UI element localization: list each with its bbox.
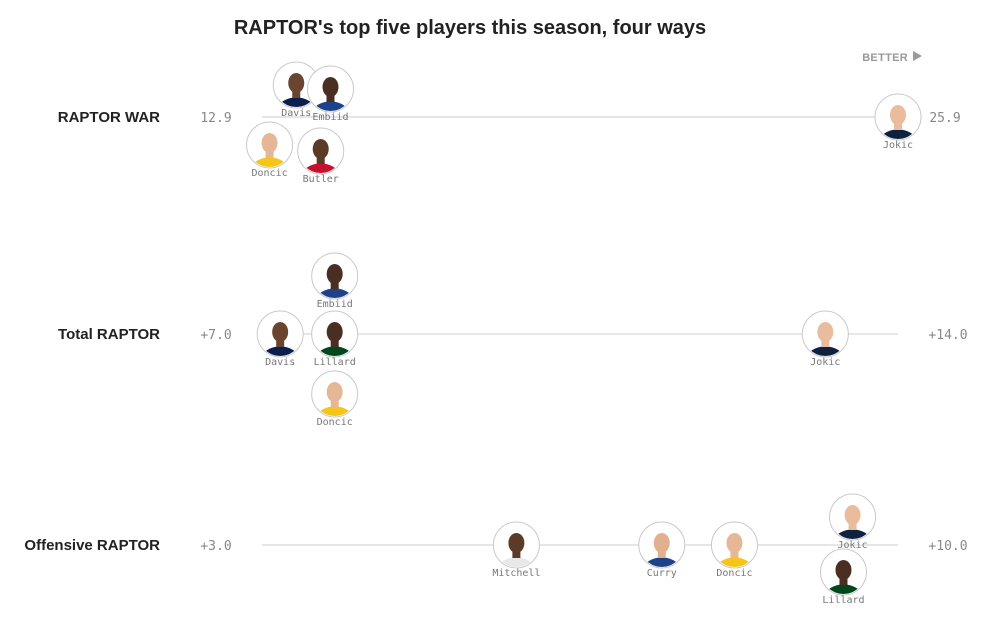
axis-min-label: +3.0 bbox=[200, 539, 231, 554]
player-avatar-icon bbox=[825, 560, 862, 594]
player-avatar-icon bbox=[316, 322, 354, 356]
player-avatar-icon bbox=[312, 77, 349, 111]
player-avatar-icon bbox=[834, 505, 871, 539]
player-name-label: Jokic bbox=[883, 140, 913, 151]
player-marker-lillard: Lillard bbox=[819, 548, 867, 606]
player-avatar-icon bbox=[498, 533, 535, 567]
axis-max-label: +14.0 bbox=[928, 328, 967, 343]
player-marker-davis: Davis bbox=[272, 61, 320, 119]
player-avatar-icon bbox=[879, 105, 917, 139]
row-offensive-raptor: Offensive RAPTOR +3.0 +10.0 Mitchell Curry Do… bbox=[24, 493, 968, 606]
player-name-label: Doncic bbox=[317, 417, 353, 428]
player-marker-jokic: Jokic bbox=[801, 310, 849, 368]
row-label: Total RAPTOR bbox=[58, 326, 160, 343]
player-name-label: Butler bbox=[303, 174, 339, 185]
player-marker-jokic: Jokic bbox=[874, 93, 922, 151]
player-name-label: Davis bbox=[265, 357, 295, 368]
better-arrow-icon bbox=[913, 51, 922, 61]
row-label: RAPTOR WAR bbox=[58, 109, 160, 126]
player-marker-doncic: Doncic bbox=[710, 521, 758, 579]
player-avatar-icon bbox=[251, 133, 288, 167]
player-avatar-icon bbox=[716, 533, 753, 567]
row-total-raptor: Total RAPTOR +7.0 +14.0 Embiid Davis Lillard D… bbox=[58, 252, 968, 428]
axis-max-label: +10.0 bbox=[928, 539, 967, 554]
better-label: BETTER bbox=[862, 52, 908, 64]
player-name-label: Jokic bbox=[838, 540, 868, 551]
player-avatar-icon bbox=[316, 264, 354, 298]
chart-title: RAPTOR's top five players this season, f… bbox=[234, 17, 706, 39]
player-marker-embiid: Embiid bbox=[311, 252, 359, 310]
axis-min-label: 12.9 bbox=[200, 111, 231, 126]
player-marker-mitchell: Mitchell bbox=[492, 521, 540, 579]
player-name-label: Mitchell bbox=[492, 568, 540, 579]
player-avatar-icon bbox=[302, 139, 340, 173]
row-label: Offensive RAPTOR bbox=[24, 537, 160, 554]
player-name-label: Embiid bbox=[312, 112, 348, 123]
player-marker-curry: Curry bbox=[638, 521, 686, 579]
row-raptor-war: RAPTOR WAR 12.9 25.9 Davis Embiid Doncic Butle… bbox=[58, 61, 961, 185]
player-name-label: Lillard bbox=[314, 357, 356, 368]
player-avatar-icon bbox=[277, 73, 315, 107]
player-marker-jokic: Jokic bbox=[829, 493, 877, 551]
player-name-label: Doncic bbox=[716, 568, 752, 579]
player-name-label: Lillard bbox=[822, 595, 864, 606]
player-marker-lillard: Lillard bbox=[311, 310, 359, 368]
player-name-label: Davis bbox=[281, 108, 311, 119]
player-name-label: Embiid bbox=[317, 299, 353, 310]
axis-max-label: 25.9 bbox=[929, 111, 960, 126]
player-marker-embiid: Embiid bbox=[306, 65, 354, 123]
player-avatar-icon bbox=[806, 322, 844, 356]
player-avatar-icon bbox=[316, 382, 354, 416]
player-name-label: Jokic bbox=[810, 357, 840, 368]
player-avatar-icon bbox=[643, 533, 681, 567]
player-name-label: Doncic bbox=[252, 168, 288, 179]
player-marker-davis: Davis bbox=[256, 310, 304, 368]
axis-min-label: +7.0 bbox=[200, 328, 231, 343]
player-marker-doncic: Doncic bbox=[311, 370, 359, 428]
player-marker-doncic: Doncic bbox=[246, 121, 294, 179]
player-marker-butler: Butler bbox=[297, 127, 345, 185]
player-name-label: Curry bbox=[647, 568, 677, 579]
player-avatar-icon bbox=[261, 322, 299, 356]
